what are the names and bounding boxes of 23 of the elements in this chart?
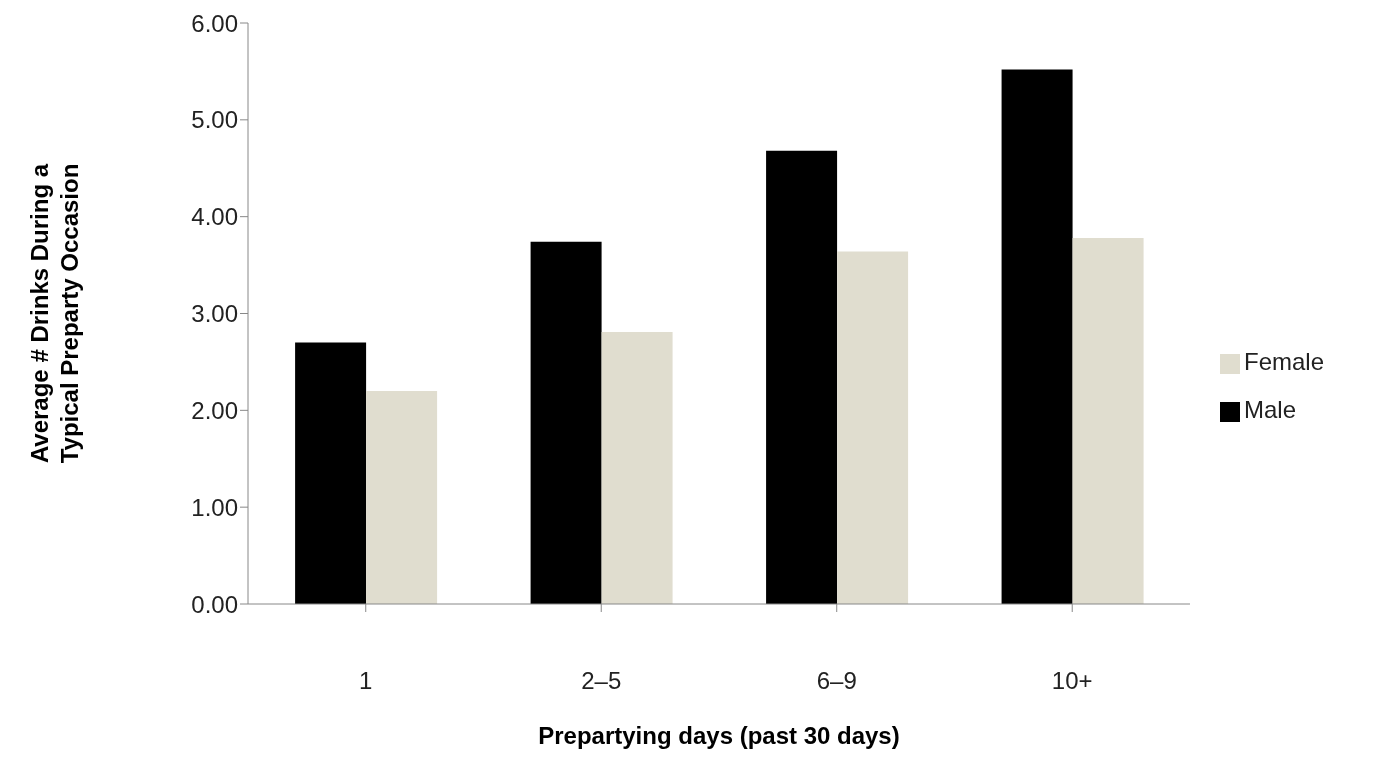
y-tick-label: 2.00 — [191, 396, 238, 424]
y-tick-label: 3.00 — [191, 300, 238, 328]
y-axis-title: Average # Drinks During a Typical Preparty Occasion — [26, 163, 83, 464]
legend-label: Male — [1243, 396, 1296, 423]
x-tick-label: 1 — [359, 667, 373, 695]
y-tick-label: 6.00 — [191, 9, 238, 37]
x-tick-label: 2–5 — [581, 667, 622, 695]
y-tick-label: 5.00 — [191, 106, 238, 134]
x-axis-title: Prepartying days (past 30 days) — [538, 722, 900, 749]
x-tick-label: 6–9 — [816, 667, 857, 695]
bar — [837, 251, 909, 604]
legend-label: Female — [1243, 348, 1324, 375]
y-tick-label: 1.00 — [191, 493, 238, 521]
bar — [601, 331, 673, 604]
y-tick-label: 0.00 — [191, 590, 238, 618]
bar — [530, 241, 602, 604]
x-tick-label: 10+ — [1051, 667, 1093, 695]
bar — [1072, 237, 1144, 604]
bar — [295, 342, 367, 604]
bar — [1001, 69, 1073, 604]
bar — [766, 150, 838, 604]
y-tick-label: 4.00 — [191, 203, 238, 231]
bar — [366, 390, 438, 604]
